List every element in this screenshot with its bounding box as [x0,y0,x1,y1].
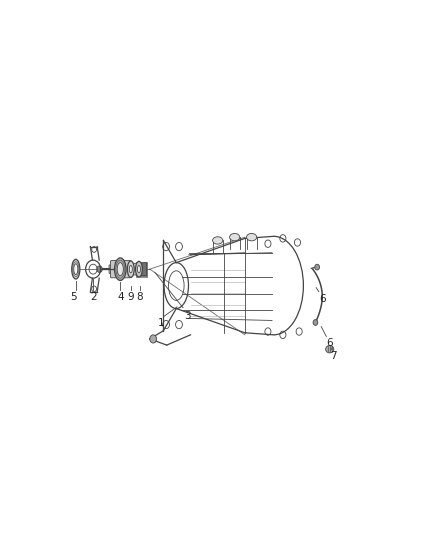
FancyBboxPatch shape [110,261,131,278]
Ellipse shape [117,263,124,276]
Text: 9: 9 [128,292,134,302]
Text: 3: 3 [184,311,191,321]
Ellipse shape [74,264,78,274]
Ellipse shape [135,261,142,277]
Text: 5: 5 [70,292,77,302]
Ellipse shape [247,233,257,241]
Text: 6: 6 [320,294,326,304]
Ellipse shape [72,260,80,279]
Text: 7: 7 [330,351,336,361]
Circle shape [313,320,318,325]
Text: 1: 1 [157,318,164,328]
Ellipse shape [127,261,134,277]
Text: 8: 8 [136,292,143,302]
Ellipse shape [212,237,223,244]
Circle shape [97,266,102,272]
Polygon shape [109,263,146,276]
Ellipse shape [129,265,132,273]
Text: 2: 2 [90,292,96,302]
Text: 6: 6 [326,338,333,348]
Ellipse shape [325,345,334,353]
Circle shape [315,264,320,270]
Ellipse shape [138,265,141,273]
Text: 4: 4 [117,292,124,302]
Ellipse shape [114,258,126,280]
Circle shape [150,335,156,343]
Ellipse shape [230,233,240,241]
